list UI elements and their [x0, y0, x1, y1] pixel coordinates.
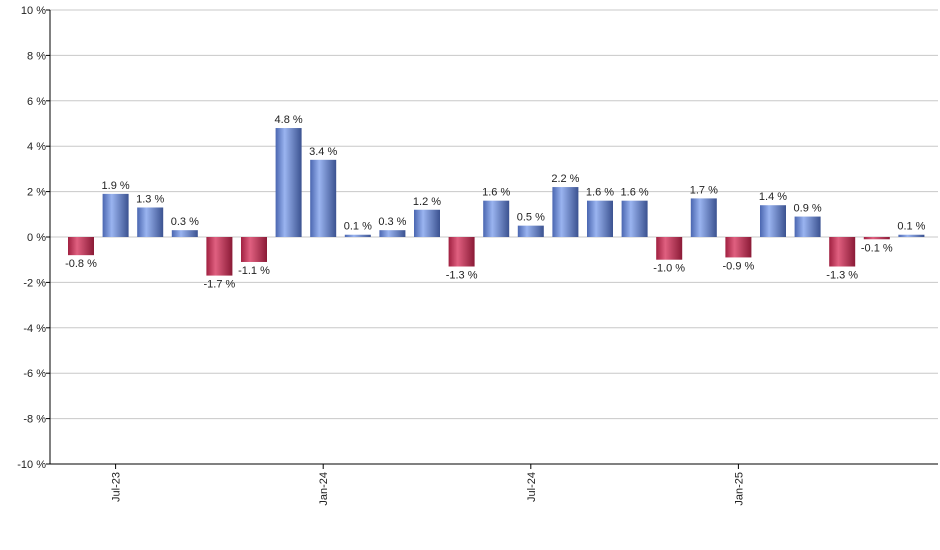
bar	[68, 237, 94, 256]
bar	[656, 237, 683, 260]
bar	[137, 207, 164, 237]
y-tick-label: 0 %	[27, 232, 46, 244]
y-tick-label: -2 %	[23, 277, 46, 289]
bar	[344, 234, 371, 237]
bar	[760, 205, 786, 237]
bar-data-label: 1.7 %	[690, 184, 718, 196]
bar-data-label: 1.9 %	[102, 180, 130, 192]
y-tick-label: 4 %	[27, 141, 46, 153]
bar-data-label: 2.2 %	[551, 173, 579, 185]
bar-data-label: -1.3 %	[446, 270, 478, 282]
bar	[898, 234, 925, 237]
bar	[483, 200, 510, 237]
bar-data-label: 1.2 %	[413, 196, 441, 208]
bar	[794, 216, 821, 237]
data-labels: -0.8 % 1.9 % 1.3 % 0.3 % -1.7 %-1.1 % 4.8 % 3.…	[65, 114, 926, 291]
bar-data-label: 1.4 %	[759, 191, 787, 203]
y-axis-tick-labels: 10 % 8 % 6 % 4 % 2 % 0 % -2 % -4 % -6 % -8 % -10 %	[17, 5, 46, 471]
bar	[171, 230, 198, 237]
bar-data-label: 1.6 %	[621, 187, 649, 199]
x-tick-label: Jan-25	[733, 472, 745, 506]
bar	[414, 209, 440, 237]
bar-data-label: -1.3 %	[826, 270, 858, 282]
bar	[725, 237, 752, 258]
y-tick-label: -6 %	[23, 368, 46, 380]
x-tick-label: Jul-23	[111, 472, 123, 502]
y-tick-label: 2 %	[27, 187, 46, 199]
bar-data-label: -1.7 %	[204, 279, 236, 291]
bar-data-label: 3.4 %	[309, 146, 337, 158]
bar-data-label: 1.6 %	[586, 187, 614, 199]
bar	[448, 237, 475, 267]
bar	[829, 237, 856, 267]
bar-data-label: -1.1 %	[238, 265, 270, 277]
bar-data-label: -0.8 %	[65, 258, 97, 270]
bar	[552, 187, 579, 237]
bar	[206, 237, 233, 276]
bar-data-label: 0.5 %	[517, 212, 545, 224]
bar	[863, 237, 890, 240]
x-tick-label: Jul-24	[526, 472, 538, 502]
axes	[49, 10, 938, 465]
bar	[241, 237, 267, 262]
bar-data-label: -0.1 %	[861, 242, 893, 254]
bar-data-label: 0.3 %	[171, 216, 199, 228]
y-tick-label: 10 %	[21, 5, 46, 17]
bar-data-label: -0.9 %	[723, 260, 755, 272]
bar-data-label: 0.3 %	[378, 216, 406, 228]
bar	[102, 193, 129, 237]
bar	[621, 200, 648, 237]
bar	[517, 225, 544, 237]
x-tick-label: Jan-24	[318, 472, 330, 506]
bars	[68, 128, 925, 276]
bar	[379, 230, 406, 237]
bar	[310, 159, 337, 237]
y-tick-label: -4 %	[23, 323, 46, 335]
bar	[690, 198, 717, 237]
bar-data-label: 4.8 %	[275, 114, 303, 126]
bar-data-label: 1.3 %	[136, 193, 164, 205]
bar	[587, 200, 613, 237]
bar	[275, 128, 302, 237]
y-tick-label: -8 %	[23, 414, 46, 426]
bar-data-label: 1.6 %	[482, 187, 510, 199]
bar-data-label: -1.0 %	[653, 263, 685, 275]
bar-data-label: 0.1 %	[344, 221, 372, 233]
bar-data-label: 0.1 %	[897, 221, 925, 233]
y-tick-label: 6 %	[27, 96, 46, 108]
y-tick-label: -10 %	[17, 459, 46, 471]
y-tick-label: 8 %	[27, 50, 46, 62]
x-axis-tick-labels: Jul-23 Jan-24 Jul-24 Jan-25	[111, 464, 745, 506]
bar-data-label: 0.9 %	[794, 203, 822, 215]
